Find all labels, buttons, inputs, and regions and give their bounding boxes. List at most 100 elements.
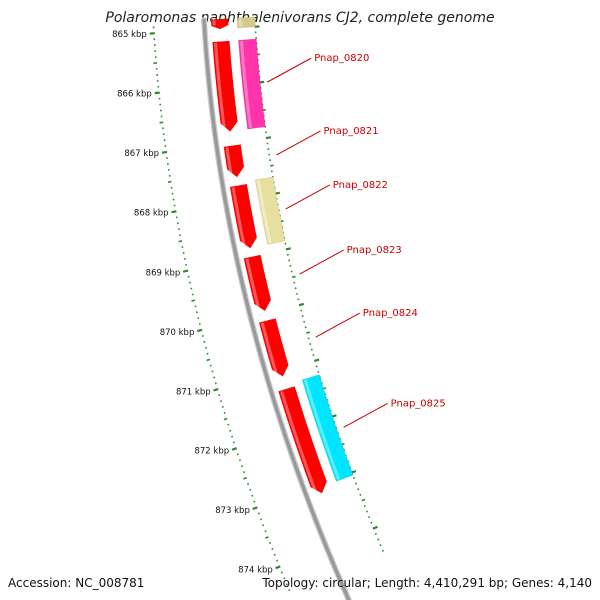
major-tick [275,565,281,570]
gene-label: Pnap_0821 [324,126,379,137]
minor-tick [363,504,366,508]
gene-label: Pnap_0823 [347,245,402,256]
gene-arrow [229,183,258,249]
scale-label: 869 kbp [146,268,181,278]
gene-feature [238,38,266,130]
major-tick [161,150,168,154]
minor-tick [379,544,382,547]
gene-label-leader [299,249,344,275]
gene-arrow [258,318,289,377]
gene-arrow [278,386,327,494]
minor-tick [257,512,260,515]
genome-summary-text: Topology: circular; Length: 4,410,291 bp… [262,576,592,590]
minor-tick [280,571,283,574]
minor-tick [167,180,172,183]
major-tick [298,302,305,307]
minor-tick [223,417,228,421]
gene-label: Pnap_0820 [314,53,369,64]
minor-tick [269,541,272,545]
major-tick [313,358,320,363]
gene-feature [254,176,286,245]
minor-tick [242,471,245,474]
gene-highlight [245,258,260,309]
scale-label: 873 kbp [215,506,250,516]
gene-label-leader [343,402,388,428]
minor-tick [262,524,265,527]
gene-label: Pnap_0825 [391,398,446,409]
major-tick [231,447,238,451]
major-tick [372,525,378,530]
gene-highlight [225,147,233,175]
scale-label: 866 kbp [117,89,152,99]
minor-tick [359,493,362,496]
gene-pnap_0824 [258,318,289,377]
gene-feature [236,16,256,29]
gene-arrow [243,254,272,312]
gene-pnap_0820 [212,40,238,132]
gene-label: Pnap_0824 [363,308,418,319]
gene-highlight [260,322,278,375]
minor-tick [368,516,371,519]
minor-tick [306,331,310,334]
minor-tick [238,459,241,462]
gene-highlight [280,391,317,492]
gene-highlight [240,40,252,128]
gene-feature [301,374,354,482]
genome-backbone [202,18,351,600]
gene-label-leader [266,57,312,83]
major-tick [285,247,291,251]
gene-arrow [238,38,266,130]
minor-tick [251,494,254,497]
scale-label: 870 kbp [160,328,195,338]
major-tick [265,136,272,140]
major-tick [171,210,177,214]
gene-arrow [212,40,238,132]
gene-arrow [254,176,286,245]
major-tick [252,506,258,511]
accession-text: Accession: NC_008781 [8,576,145,590]
minor-tick [270,164,274,167]
scale-label: 872 kbp [194,447,229,457]
scale-label: 868 kbp [134,209,169,219]
minor-tick [178,240,183,243]
gene-label-leader [276,130,321,156]
gene-highlight [212,20,216,26]
minor-tick [355,482,358,485]
major-tick [154,91,160,95]
gene-pnap_0825 [278,386,327,494]
gene-label-leader [285,184,331,210]
minor-tick [276,559,279,562]
minor-tick [357,488,360,491]
gene-arrow [236,16,256,29]
gene-highlight [231,187,246,246]
minor-tick [264,536,269,539]
gene-arrow [210,18,229,30]
gene-highlight [238,18,243,27]
minor-tick [352,477,356,480]
minor-tick [264,530,267,533]
minor-tick [240,465,243,468]
minor-tick [377,538,380,541]
gene-arrow [223,144,245,178]
scale-label: 874 kbp [238,565,273,575]
minor-tick [374,532,377,536]
minor-tick [206,358,211,362]
gene-arrow [301,374,354,482]
minor-tick [283,577,286,580]
scale-label: 871 kbp [176,387,211,397]
scale-label: 865 kbp [112,30,147,40]
gene-highlight [256,180,272,244]
minor-tick [249,488,252,491]
minor-tick [253,500,256,503]
minor-tick [288,589,291,592]
gene-highlight [303,379,341,480]
gene-feature [210,18,229,30]
minor-tick [247,482,250,485]
minor-tick [381,549,384,552]
minor-tick [236,453,239,456]
scale-label: 867 kbp [124,149,159,159]
gene-label-leader [315,312,361,338]
minor-tick [273,553,276,556]
gene-highlight [214,42,226,129]
